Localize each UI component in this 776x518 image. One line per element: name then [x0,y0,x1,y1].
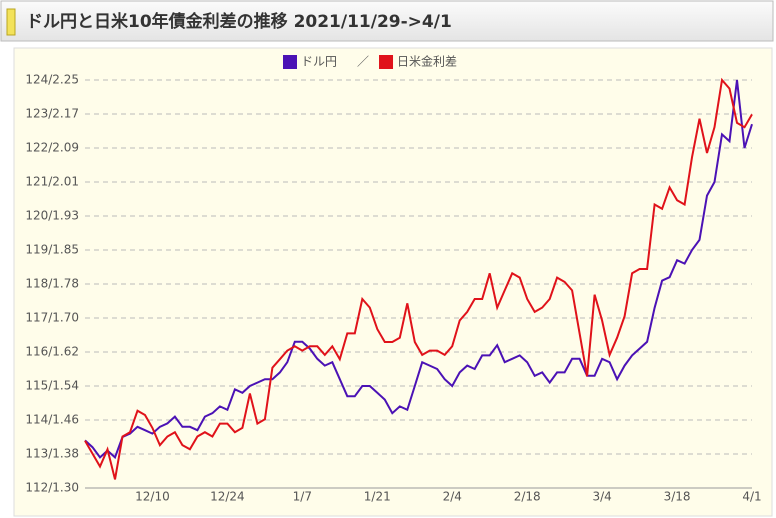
y-tick-label: 115/1.54 [25,379,79,393]
series-line [84,77,753,480]
y-tick-label: 124/2.25 [25,73,79,87]
series-line [84,79,753,460]
y-tick-label: 112/1.30 [25,481,79,495]
x-tick-label: 1/21 [364,490,391,504]
y-tick-label: 116/1.62 [25,345,79,359]
legend-separator: ／ [357,55,369,69]
title-marker [6,8,16,36]
x-tick-label: 1/7 [293,490,312,504]
y-tick-label: 117/1.70 [25,311,79,325]
y-tick-label: 119/1.85 [25,243,79,257]
legend-label: 日米金利差 [397,54,457,69]
x-tick-label: 12/10 [135,490,170,504]
x-tick-label: 2/18 [514,490,541,504]
y-tick-label: 122/2.09 [25,141,79,155]
y-tick-label: 114/1.46 [25,413,79,427]
y-tick-label: 123/2.17 [25,107,79,121]
y-tick-label: 113/1.38 [25,447,79,461]
chart-title: ドル円と日米10年債金利差の推移 2021/11/29->4/1 [26,11,452,32]
legend-swatch [379,55,394,69]
y-tick-label: 120/1.93 [25,209,79,223]
y-tick-label: 118/1.78 [25,277,79,291]
legend-label: ドル円 [301,55,337,69]
title-bar [0,0,774,42]
legend-swatch [283,55,297,69]
x-tick-label: 12/24 [210,490,245,504]
x-tick-label: 4/1 [742,490,761,504]
y-tick-label: 121/2.01 [25,175,79,189]
x-tick-label: 2/4 [443,490,462,504]
chart-area [13,47,773,517]
x-tick-label: 3/4 [592,490,611,504]
x-tick-label: 3/18 [664,490,691,504]
